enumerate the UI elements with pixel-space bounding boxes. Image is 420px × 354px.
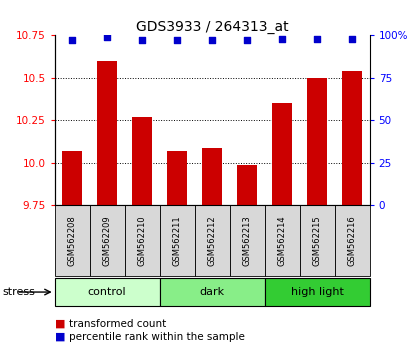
Bar: [55, 205, 89, 276]
Bar: [202, 148, 222, 205]
Bar: [160, 278, 265, 306]
Bar: [265, 278, 370, 306]
Text: percentile rank within the sample: percentile rank within the sample: [69, 332, 245, 342]
Text: dark: dark: [200, 287, 225, 297]
Point: [69, 38, 76, 43]
Point: [139, 38, 145, 43]
Text: stress: stress: [2, 287, 35, 297]
Bar: [97, 61, 117, 205]
Bar: [307, 78, 327, 205]
Text: transformed count: transformed count: [69, 319, 167, 329]
Point: [314, 36, 320, 42]
Bar: [55, 278, 160, 306]
Bar: [168, 151, 187, 205]
Bar: [273, 103, 292, 205]
Bar: [63, 151, 82, 205]
Text: GSM562213: GSM562213: [243, 215, 252, 266]
Bar: [125, 205, 160, 276]
Text: GSM562210: GSM562210: [138, 215, 147, 266]
Text: GSM562215: GSM562215: [312, 215, 322, 266]
Title: GDS3933 / 264313_at: GDS3933 / 264313_at: [136, 21, 289, 34]
Bar: [342, 71, 362, 205]
Text: high light: high light: [291, 287, 344, 297]
Bar: [230, 205, 265, 276]
Bar: [265, 205, 299, 276]
Point: [349, 36, 355, 42]
Text: GSM562214: GSM562214: [278, 215, 286, 266]
Bar: [237, 165, 257, 205]
Text: GSM562216: GSM562216: [348, 215, 357, 266]
Point: [279, 36, 286, 42]
Point: [104, 34, 110, 40]
Bar: [132, 117, 152, 205]
Text: GSM562209: GSM562209: [102, 215, 112, 266]
Text: ■: ■: [55, 319, 65, 329]
Point: [174, 38, 181, 43]
Text: GSM562211: GSM562211: [173, 215, 181, 266]
Text: GSM562208: GSM562208: [68, 215, 76, 266]
Bar: [299, 205, 335, 276]
Text: ■: ■: [55, 332, 65, 342]
Text: GSM562212: GSM562212: [207, 215, 217, 266]
Bar: [89, 205, 125, 276]
Text: control: control: [88, 287, 126, 297]
Point: [244, 38, 250, 43]
Bar: [335, 205, 370, 276]
Point: [209, 38, 215, 43]
Bar: [160, 205, 194, 276]
Bar: [194, 205, 230, 276]
